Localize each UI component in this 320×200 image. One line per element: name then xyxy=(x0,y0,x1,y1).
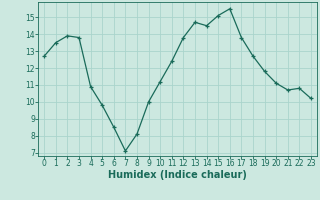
X-axis label: Humidex (Indice chaleur): Humidex (Indice chaleur) xyxy=(108,170,247,180)
